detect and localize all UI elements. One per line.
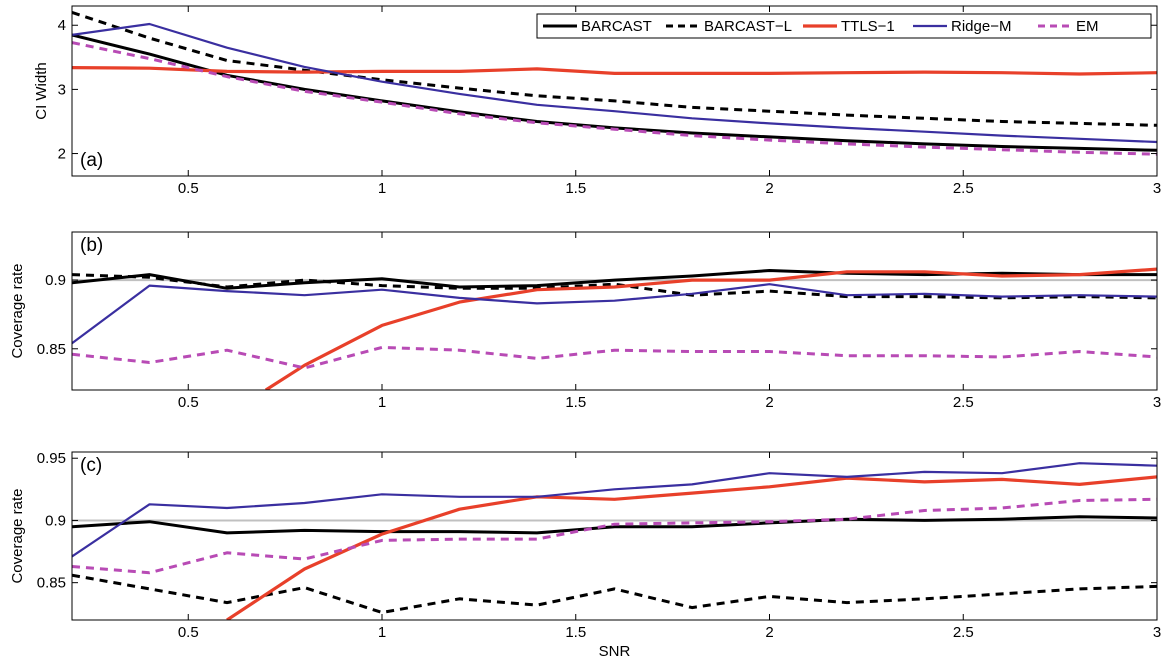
x-tick-label: 2 [765,394,773,411]
x-tick-label: 0.5 [178,180,199,197]
y-tick-label: 0.9 [45,512,66,529]
series-group [72,10,1157,156]
x-tick-label: 1 [378,180,386,197]
series-line-barcast [72,515,1157,535]
series-group [72,267,1157,390]
y-tick-label: 0.95 [37,450,66,467]
y-tick-label: 0.85 [37,341,66,358]
x-tick-label: 2.5 [953,180,974,197]
y-tick-label: 0.85 [37,575,66,592]
x-tick-label: 3 [1153,394,1161,411]
y-axis-label: Coverage rate [9,263,26,358]
series-line-em [72,497,1157,575]
y-tick-label: 2 [58,146,66,163]
series-line-barcast-l [72,573,1157,614]
x-tick-label: 2.5 [953,394,974,411]
legend-label: EM [1076,18,1099,35]
x-tick-label: 2 [765,624,773,641]
panel-label: (b) [80,235,103,256]
y-axis-label: CI Width [33,62,50,120]
x-tick-label: 1.5 [565,394,586,411]
series-group [72,462,1157,620]
y-axis-label: Coverage rate [9,488,26,583]
series-line-ttls-1 [72,66,1157,76]
y-tick-label: 3 [58,81,66,98]
series-line-em [72,41,1157,156]
x-axis-label: SNR [599,643,631,660]
x-tick-label: 0.5 [178,394,199,411]
x-tick-label: 1 [378,624,386,641]
x-tick-label: 1.5 [565,624,586,641]
series-line-ridge-m [72,462,1157,558]
x-tick-label: 0.5 [178,624,199,641]
x-tick-label: 2.5 [953,624,974,641]
legend: BARCAST BARCAST−L TTLS−1 Ridge−M EM [536,13,1152,39]
panel-c: 0.5 1 1.5 2 2.5 3 0.85 0.9 0.95 Coverage rate SNR (… [9,450,1161,660]
y-tick-label: 4 [58,17,66,34]
axes-box [71,451,1158,621]
series-line-ridge-m [72,22,1157,144]
panel-b: 0.5 1 1.5 2 2.5 3 0.85 0.9 Coverage rate (b) [9,231,1161,411]
series-line-em [72,345,1157,370]
x-tick-label: 3 [1153,624,1161,641]
series-line-barcast [72,33,1157,152]
x-tick-label: 1 [378,394,386,411]
series-line-ttls-1 [264,267,1157,390]
panel-label: (c) [80,455,102,476]
x-tick-label: 2 [765,180,773,197]
axes-box [71,5,1158,177]
legend-label: BARCAST [581,18,652,35]
legend-box [536,13,1152,39]
axes-box [71,231,1158,391]
x-tick-label: 3 [1153,180,1161,197]
x-tick-label: 1.5 [565,180,586,197]
series-line-ridge-m [72,283,1157,345]
panel-label: (a) [80,150,103,171]
series-line-ttls-1 [226,475,1157,620]
legend-label: BARCAST−L [704,18,792,35]
legend-label: TTLS−1 [841,18,895,35]
legend-label: Ridge−M [951,18,1011,35]
y-tick-label: 0.9 [45,272,66,289]
series-line-barcast-l [72,10,1157,127]
